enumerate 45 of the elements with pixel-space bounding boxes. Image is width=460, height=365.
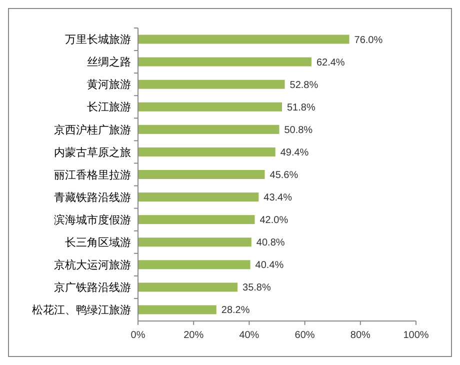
- data-label: 49.4%: [280, 147, 309, 158]
- y-tick-label: 长三角区域游: [65, 236, 131, 249]
- data-label: 42.0%: [260, 215, 288, 226]
- data-label: 43.4%: [264, 192, 292, 204]
- bar: [138, 57, 312, 66]
- x-tick-label: 80%: [350, 330, 371, 341]
- bar: [138, 34, 350, 44]
- y-tick-label: 长江旅游: [87, 100, 131, 114]
- data-label: 28.2%: [221, 305, 250, 316]
- y-tick-label: 松花江、鸭绿江旅游: [32, 304, 131, 317]
- x-tick-label: 0%: [130, 330, 146, 341]
- x-tick-label: 60%: [294, 330, 315, 341]
- y-tick-label: 京广铁路沿线游: [54, 281, 131, 294]
- data-label: 62.4%: [316, 57, 345, 68]
- bar: [138, 260, 250, 270]
- y-tick-label: 京西沪桂广旅游: [54, 123, 131, 136]
- data-label: 40.8%: [256, 238, 285, 249]
- bar: [138, 170, 265, 180]
- y-tick-label: 内蒙古草原之旅: [54, 146, 131, 159]
- data-label: 50.8%: [284, 124, 313, 136]
- bar: [138, 192, 259, 202]
- bar: [138, 282, 238, 292]
- bar: [138, 215, 255, 224]
- bar: [138, 147, 276, 156]
- x-tick-label: 100%: [403, 330, 429, 341]
- bar: [138, 80, 285, 89]
- y-tick-label: 丝绸之路: [87, 56, 131, 69]
- y-tick-label: 黄河旅游: [87, 78, 131, 92]
- data-label: 45.6%: [270, 170, 298, 181]
- y-tick-label: 青藏铁路沿线游: [54, 190, 131, 204]
- y-tick-label: 丽江香格里拉游: [54, 168, 131, 182]
- data-label: 52.8%: [290, 80, 318, 91]
- data-label: 51.8%: [287, 102, 316, 114]
- x-tick-label: 40%: [239, 330, 260, 341]
- y-tick-label: 万里长城旅游: [65, 33, 131, 46]
- data-label: 35.8%: [242, 282, 271, 294]
- bar: [138, 102, 282, 112]
- data-label: 76.0%: [354, 34, 383, 46]
- bar: [138, 124, 280, 134]
- y-tick-label: 滨海城市度假游: [54, 213, 131, 226]
- bar: [138, 238, 252, 247]
- data-label: 40.4%: [255, 260, 284, 272]
- x-tick-label: 20%: [184, 330, 204, 341]
- y-tick-label: 京杭大运河旅游: [54, 258, 131, 272]
- bar: [138, 305, 216, 314]
